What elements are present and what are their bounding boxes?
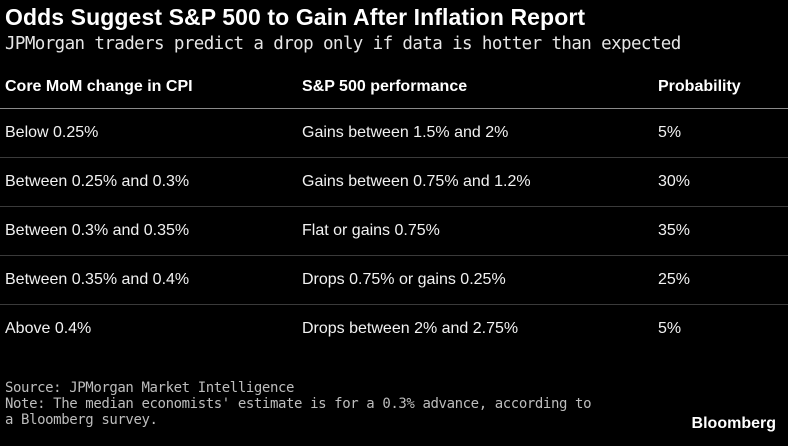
probability-cell: 5% bbox=[653, 108, 788, 158]
performance-cell: Gains between 1.5% and 2% bbox=[297, 108, 653, 158]
probability-table: Core MoM change in CPI S&P 500 performan… bbox=[0, 66, 788, 353]
table-row: Between 0.35% and 0.4% Drops 0.75% or ga… bbox=[0, 255, 788, 305]
chart-subtitle: JPMorgan traders predict a drop only if … bbox=[5, 34, 681, 54]
probability-cell: 35% bbox=[653, 206, 788, 256]
probability-cell: 30% bbox=[653, 157, 788, 207]
cpi-range-cell: Between 0.25% and 0.3% bbox=[0, 157, 297, 207]
table-row: Between 0.3% and 0.35% Flat or gains 0.7… bbox=[0, 206, 788, 256]
footnote: Source: JPMorgan Market Intelligence Not… bbox=[5, 380, 592, 428]
table-header-row: Core MoM change in CPI S&P 500 performan… bbox=[0, 66, 788, 109]
table-row: Above 0.4% Drops between 2% and 2.75% 5% bbox=[0, 305, 788, 354]
column-header-probability: Probability bbox=[653, 66, 788, 109]
performance-cell: Drops between 2% and 2.75% bbox=[302, 320, 519, 337]
note-text-line-1: Note: The median economists' estimate is… bbox=[5, 396, 592, 412]
table-row: Between 0.25% and 0.3% Gains between 0.7… bbox=[0, 157, 788, 207]
source-text: Source: JPMorgan Market Intelligence bbox=[5, 380, 295, 396]
table-row: Below 0.25% Gains between 1.5% and 2% 5% bbox=[0, 108, 788, 158]
column-header-performance: S&P 500 performance bbox=[297, 66, 653, 109]
column-header-cpi: Core MoM change in CPI bbox=[0, 66, 297, 109]
bloomberg-logo: Bloomberg bbox=[691, 415, 776, 432]
probability-cell: 5% bbox=[658, 320, 682, 337]
chart-title: Odds Suggest S&P 500 to Gain After Infla… bbox=[5, 4, 586, 30]
note-text-line-2: a Bloomberg survey. bbox=[5, 412, 158, 428]
performance-cell: Flat or gains 0.75% bbox=[297, 206, 653, 256]
probability-cell: 25% bbox=[653, 255, 788, 305]
performance-cell: Drops 0.75% or gains 0.25% bbox=[297, 255, 653, 305]
cpi-range-cell: Between 0.3% and 0.35% bbox=[0, 206, 297, 256]
cpi-range-cell: Between 0.35% and 0.4% bbox=[0, 255, 297, 305]
cpi-range-cell: Above 0.4% bbox=[5, 320, 92, 337]
performance-cell: Gains between 0.75% and 1.2% bbox=[297, 157, 653, 207]
cpi-range-cell: Below 0.25% bbox=[0, 108, 297, 158]
